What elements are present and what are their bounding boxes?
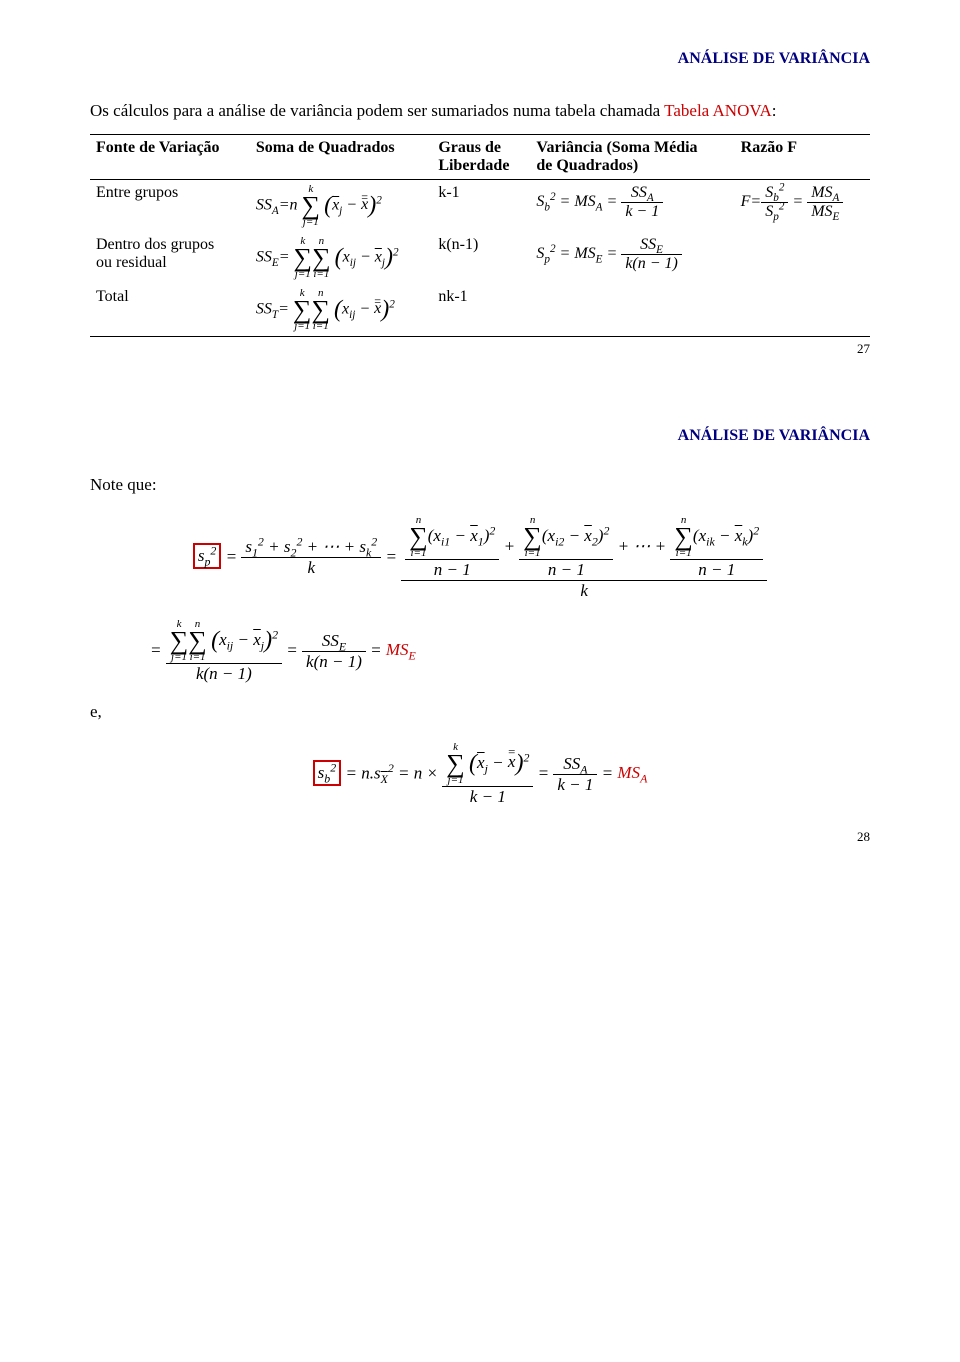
page-number: 27	[857, 341, 870, 357]
r1-f: F=Sb2Sp2 = MSAMSE	[735, 179, 870, 232]
page-header: ANÁLISE DE VARIÂNCIA	[90, 50, 870, 68]
r2-label-a: Dentro dos grupos	[96, 236, 214, 253]
col-graus-a: Graus de	[438, 139, 501, 156]
col-razao: Razão F	[735, 134, 870, 179]
table-row: Entre grupos SSA=n k∑j=1 (xj − x)2 k-1 S…	[90, 179, 870, 232]
col-graus: Graus de Liberdade	[432, 134, 530, 179]
ms-e-text: MS	[386, 640, 409, 659]
ms-a-text: MS	[617, 763, 640, 782]
e-label: e,	[90, 702, 870, 722]
col-soma: Soma de Quadrados	[250, 134, 432, 179]
col-var-b: de Quadrados)	[536, 157, 638, 174]
anova-table: Fonte de Variação Soma de Quadrados Grau…	[90, 134, 870, 337]
r3-formula-ss: SST= k∑j=1n∑i=1 (xij − x)2	[250, 284, 432, 337]
r2-ms: Sp2 = MSE = SSEk(n − 1)	[530, 232, 734, 284]
r3-df: nk-1	[432, 284, 530, 337]
page-2: ANÁLISE DE VARIÂNCIA Note que: sp2 = s12…	[0, 377, 960, 865]
equation-sp2: sp2 = s12 + s22 + ⋯ + sk2 k = n∑i=1(xi1 …	[90, 515, 870, 601]
r1-ms: Sb2 = MSA = SSAk − 1	[530, 179, 734, 232]
r1-label: Entre grupos	[90, 179, 250, 232]
note-que: Note que:	[90, 475, 870, 495]
col-var: Variância (Soma Média de Quadrados)	[530, 134, 734, 179]
intro-red: Tabela ANOVA	[664, 101, 772, 120]
equation-sb2: sb2 = n.sX2 = n × k∑j=1 (xj − x)2 k − 1 …	[90, 742, 870, 807]
r2-label: Dentro dos grupos ou residual	[90, 232, 250, 284]
r1-formula-ss: SSA=n k∑j=1 (xj − x)2	[250, 179, 432, 232]
col-fonte: Fonte de Variação	[90, 134, 250, 179]
col-graus-b: Liberdade	[438, 157, 509, 174]
intro-text: Os cálculos para a análise de variância …	[90, 98, 870, 124]
page-header: ANÁLISE DE VARIÂNCIA	[90, 427, 870, 445]
page-1: ANÁLISE DE VARIÂNCIA Os cálculos para a …	[0, 0, 960, 377]
r1-df: k-1	[432, 179, 530, 232]
intro-part1: Os cálculos para a análise de variância …	[90, 101, 660, 120]
r3-label: Total	[90, 284, 250, 337]
table-row: Dentro dos grupos ou residual SSE= k∑j=1…	[90, 232, 870, 284]
r2-df: k(n-1)	[432, 232, 530, 284]
page-number: 28	[857, 829, 870, 845]
col-var-a: Variância (Soma Média	[536, 139, 697, 156]
r2-label-b: ou residual	[96, 254, 167, 271]
table-row: Total SST= k∑j=1n∑i=1 (xij − x)2 nk-1	[90, 284, 870, 337]
equation-sp2-cont: = k∑j=1n∑i=1 (xij − xj)2 k(n − 1) = SSEk…	[90, 619, 870, 684]
r2-formula-ss: SSE= k∑j=1n∑i=1 (xij − xj)2	[250, 232, 432, 284]
